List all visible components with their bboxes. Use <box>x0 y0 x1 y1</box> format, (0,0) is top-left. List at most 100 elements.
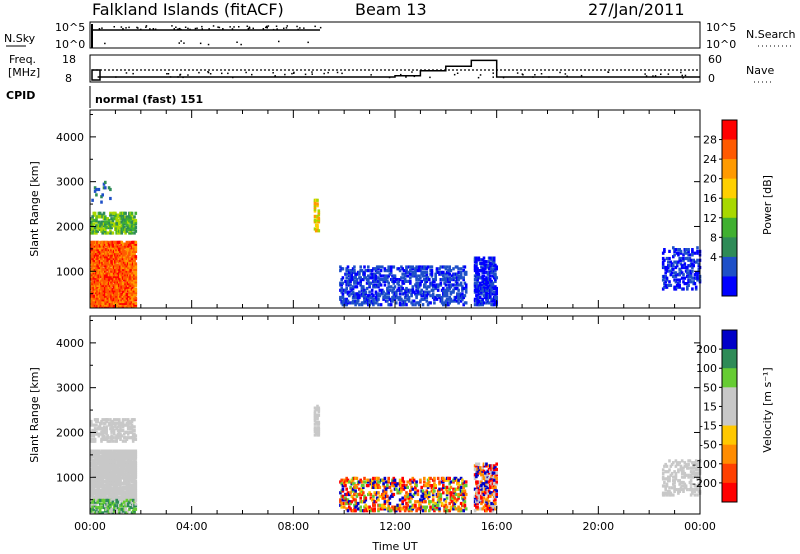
echo-cell <box>92 305 96 309</box>
echo-cell <box>134 226 138 230</box>
echo-cell <box>317 431 321 435</box>
echo-cell <box>349 278 352 282</box>
echo-cell <box>130 430 134 434</box>
echo-cell <box>97 305 101 309</box>
echo-cell <box>114 462 117 466</box>
echo-cell <box>348 500 351 504</box>
echo-cell <box>106 509 110 513</box>
echo-cell <box>398 288 402 292</box>
echo-cell <box>438 295 441 300</box>
nave-label: Nave <box>746 64 774 77</box>
echo-cell <box>114 497 117 502</box>
echo-cell <box>402 303 406 307</box>
echo-cell <box>368 281 371 285</box>
echo-cell <box>97 187 101 192</box>
echo-cell <box>405 286 408 291</box>
nsky-tick-top: 10^5 <box>55 21 85 34</box>
echo-cell <box>95 303 98 307</box>
echo-cell <box>492 286 496 291</box>
echo-cell <box>430 281 434 285</box>
echo-cell <box>125 478 129 482</box>
echo-cell <box>440 301 444 305</box>
echo-cell <box>95 476 98 480</box>
echo-cell <box>106 505 110 510</box>
echo-cell <box>444 279 448 283</box>
echo-cell <box>412 299 416 303</box>
echo-cell <box>98 488 102 493</box>
echo-cell <box>379 269 383 273</box>
echo-cell <box>339 265 342 269</box>
echo-cell <box>341 487 345 491</box>
echo-cell <box>461 478 464 482</box>
echo-cell <box>109 504 112 508</box>
echo-cell <box>125 227 129 231</box>
echo-cell <box>351 478 355 482</box>
echo-cell <box>133 251 136 255</box>
echo-cell <box>675 283 679 287</box>
echo-cell <box>449 285 453 289</box>
echo-cell <box>105 437 108 441</box>
echo-cell <box>672 267 675 271</box>
echo-cell <box>457 267 460 271</box>
nsky-dot <box>208 28 210 30</box>
echo-cell <box>492 496 496 500</box>
echo-cell <box>476 301 479 305</box>
echo-cell <box>490 267 493 271</box>
echo-cell <box>464 286 468 291</box>
echo-cell <box>110 437 113 441</box>
echo-cell <box>97 509 101 513</box>
echo-cell <box>452 276 455 280</box>
echo-cell <box>95 467 98 471</box>
echo-cell <box>360 487 364 491</box>
echo-cell <box>101 476 104 480</box>
echo-cell <box>403 295 407 300</box>
echo-cell <box>351 489 355 493</box>
echo-cell <box>435 269 439 273</box>
echo-cell <box>476 492 479 497</box>
echo-cell <box>96 248 99 252</box>
echo-cell <box>670 271 674 275</box>
echo-cell <box>134 460 138 464</box>
echo-cell <box>386 494 389 498</box>
echo-cell <box>98 251 102 255</box>
echo-cell <box>475 261 478 266</box>
echo-cell <box>121 291 125 295</box>
nsky-dot <box>179 27 181 30</box>
echo-cell <box>360 492 364 497</box>
echo-cell <box>495 482 498 486</box>
echo-cell <box>434 485 437 489</box>
echo-cell <box>344 290 347 294</box>
echo-cell <box>90 421 93 425</box>
echo-cell <box>317 410 321 414</box>
echo-cell <box>111 439 115 443</box>
echo-cell <box>134 244 138 248</box>
nsky-dot <box>136 26 138 29</box>
echo-cell <box>98 299 102 304</box>
echo-cell <box>313 417 317 421</box>
echo-cell <box>115 303 118 307</box>
echo-cell <box>125 496 129 500</box>
echo-cell <box>462 485 465 489</box>
echo-cell <box>492 258 496 262</box>
echo-cell <box>112 213 116 217</box>
echo-cell <box>123 432 126 436</box>
echo-cell <box>100 472 103 476</box>
echo-cell <box>697 262 701 266</box>
echo-cell <box>407 290 411 294</box>
echo-cell <box>339 288 342 292</box>
echo-cell <box>433 301 436 305</box>
echo-cell <box>106 276 110 280</box>
nsky-dot <box>222 28 224 30</box>
echo-cell <box>120 220 124 224</box>
echo-cell <box>429 265 432 269</box>
echo-cell <box>112 428 116 433</box>
echo-cell <box>448 487 451 491</box>
echo-cell <box>93 439 97 443</box>
echo-cell <box>97 258 101 262</box>
echo-cell <box>490 491 493 495</box>
echo-cell <box>95 215 98 219</box>
echo-cell <box>393 482 397 486</box>
echo-cell <box>114 274 117 279</box>
echo-cell <box>494 269 497 273</box>
echo-cell <box>317 218 321 222</box>
